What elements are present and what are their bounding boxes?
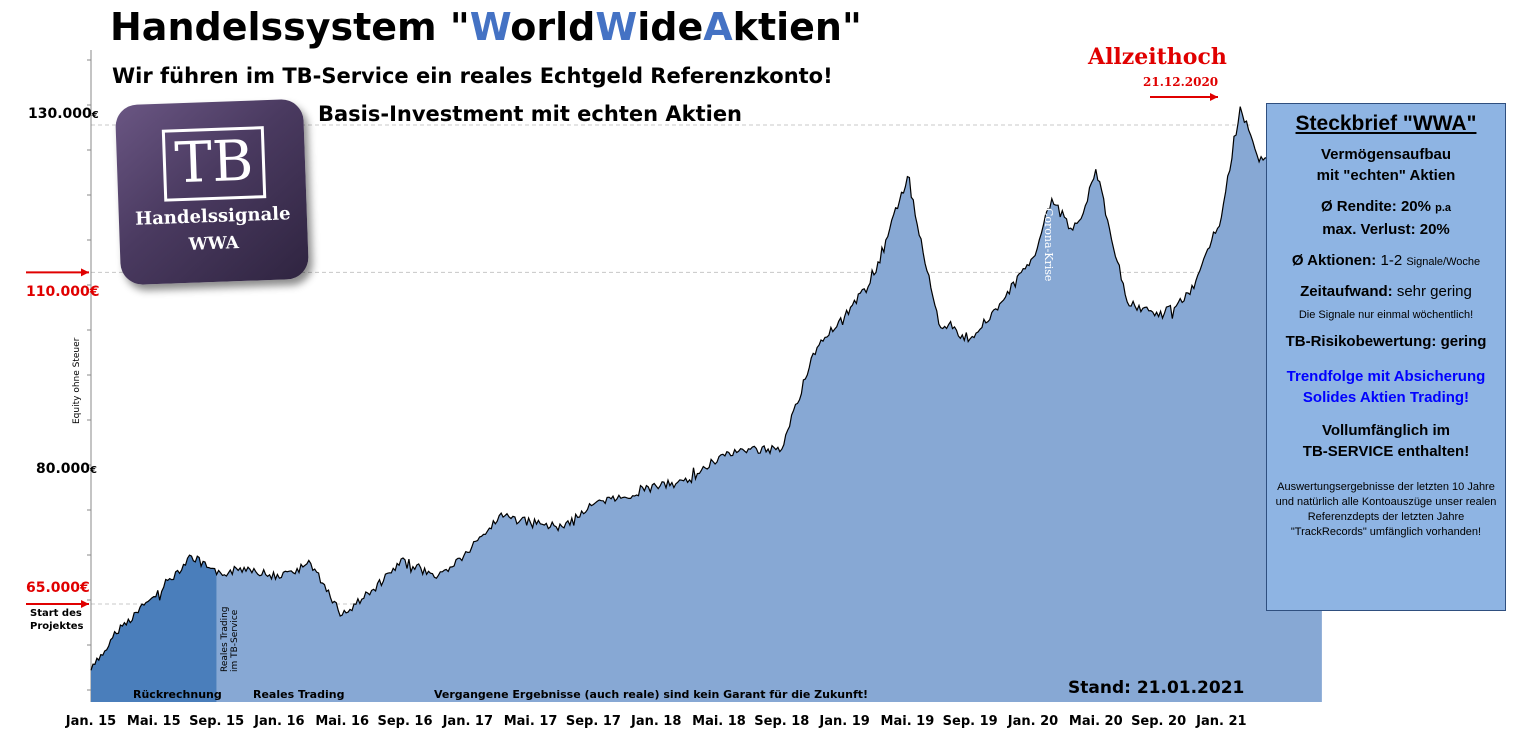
x-tick-label: Jan. 17 [442,714,494,729]
x-tick-label: Jan. 21 [1196,714,1247,729]
page-title: Handelssystem "WorldWideAktien" [110,5,862,49]
panel-aktionen: Ø Aktionen: 1-2 Signale/Woche [1291,252,1481,269]
x-tick-label: Sep. 16 [377,714,433,729]
logo-line2: WWA [188,233,240,255]
x-tick-label: Jan. 16 [254,714,305,729]
equity-area-real [216,106,1322,703]
x-tick-label: Mai. 15 [126,714,181,729]
stand-date: Stand: 21.01.2021 [1068,678,1245,698]
ylabel-110000: 110.000€ [26,284,100,300]
panel-signale: Die Signale nur einmal wöchentlich! [1298,309,1474,321]
panel-line1: Vermögensaufbau [1320,146,1452,163]
panel-verlust: max. Verlust: 20% [1322,221,1450,238]
x-tick-label: Jan. 18 [630,714,682,729]
logo-tb-mark: TB [161,126,267,202]
panel-small-text: Auswertungsergebnisse der letzten 10 Jah… [1275,481,1497,538]
panel-trend2: Solides Aktien Trading! [1302,389,1470,406]
reales-trading-vertical: Reales Trading im TB-Service [220,606,240,672]
x-tick-label: Mai. 16 [315,714,370,729]
ath-date: 21.12.2020 [1143,75,1219,89]
x-tick-label: Mai. 19 [880,714,935,729]
arrow-110000-head [81,268,89,277]
x-tick-label: Jan. 19 [819,714,870,729]
panel-voll1: Vollumfänglich im [1321,422,1451,439]
equity-line [90,106,1323,671]
subtitle: Wir führen im TB-Service ein reales Echt… [112,64,833,88]
x-tick-label: Mai. 20 [1068,714,1123,729]
zone-rueckrechnung: Rückrechnung [133,688,222,701]
panel-trend1: Trendfolge mit Absicherung [1286,368,1486,385]
x-tick-label: Sep. 15 [189,714,245,729]
x-tick-label: Sep. 19 [942,714,998,729]
panel-voll2: TB-SERVICE enthalten! [1302,443,1470,460]
panel-risiko: TB-Risikobewertung: gering [1285,333,1487,350]
x-tick-label: Jan. 15 [65,714,117,729]
panel-heading: Steckbrief "WWA" [1295,112,1477,135]
panel-zeitaufwand: Zeitaufwand: sehr gering [1300,283,1472,300]
zone-reales-trading: Reales Trading [253,688,345,701]
x-tick-label: Sep. 18 [754,714,810,729]
x-tick-label: Mai. 17 [503,714,558,729]
x-tick-label: Mai. 18 [692,714,746,729]
subtitle-secondary: Basis-Investment mit echten Aktien [318,102,743,126]
start-label: Start des Projektes [30,608,84,632]
logo-line1: Handelssignale [134,203,291,230]
ath-label: Allzeithoch [1088,44,1227,70]
arrow-65000-head [81,600,89,608]
panel-rendite: Ø Rendite: 20% p.a [1320,198,1452,215]
x-tick-label: Sep. 17 [565,714,621,729]
x-tick-label: Jan. 20 [1007,714,1059,729]
ylabel-80000: 80.000€ [36,461,97,477]
steckbrief-panel: Steckbrief "WWA" Vermögensaufbau mit "ec… [1266,103,1506,611]
panel-line2: mit "echten" Aktien [1316,167,1456,184]
ylabel-65000: 65.000€ [26,580,90,596]
tb-logo: TB Handelssignale WWA [114,98,310,286]
equity-axis-label: Equity ohne Steuer [72,337,82,424]
y-axis [87,50,92,702]
disclaimer: Vergangene Ergebnisse (auch reale) sind … [434,688,869,701]
x-tick-label: Sep. 20 [1131,714,1187,729]
ylabel-130000: 130.000€ [28,106,99,122]
arrow-ath-head [1210,93,1218,101]
corona-label: Corona-Krise [1042,208,1055,282]
equity-area-backtest [91,555,217,702]
